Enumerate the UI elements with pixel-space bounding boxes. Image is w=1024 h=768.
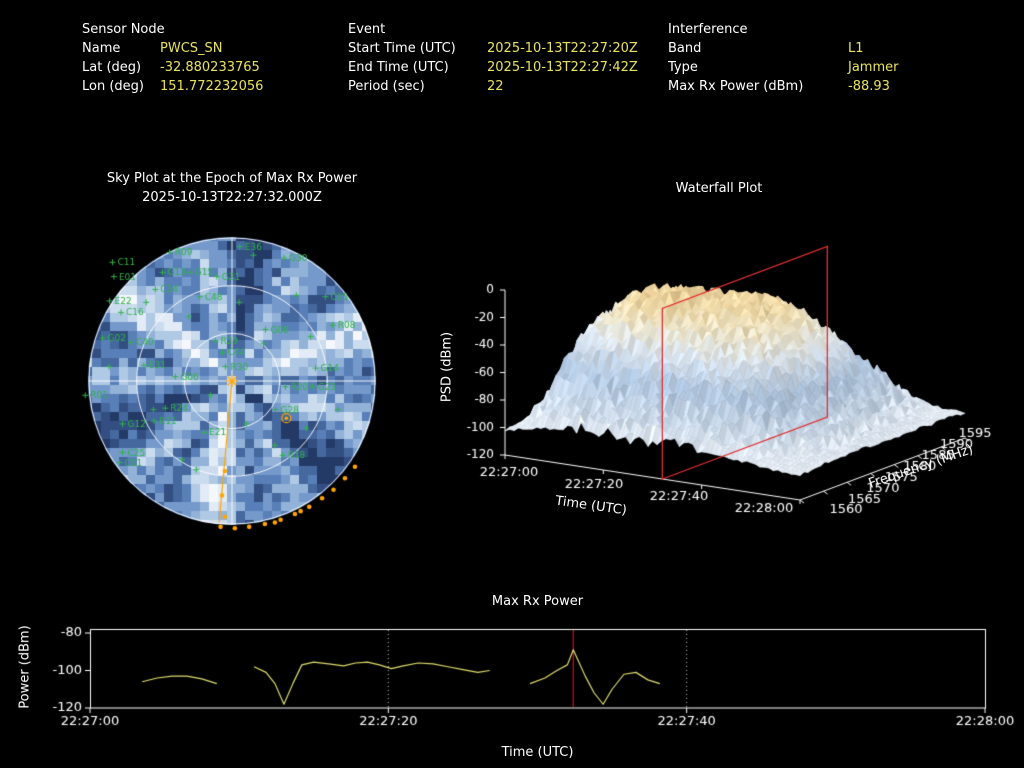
event-panel: Event Start Time (UTC) 2025-10-13T22:27:2…: [348, 20, 638, 96]
interference-type-label: Type: [668, 60, 698, 75]
waterfall-title: Waterfall Plot: [675, 181, 763, 196]
event-end-value: 2025-10-13T22:27:42Z: [487, 60, 638, 75]
waterfall-psd-axis-label: PSD (dBm): [439, 331, 455, 403]
power-y-axis-label: Power (dBm): [17, 625, 33, 709]
power-chart-title: Max Rx Power: [491, 594, 584, 609]
power-timeseries-canvas: [30, 618, 1024, 768]
event-period-label: Period (sec): [348, 79, 425, 94]
interference-band-value: L1: [848, 41, 864, 56]
sensor-node-title: Sensor Node: [82, 22, 165, 37]
interference-title: Interference: [668, 22, 748, 37]
interference-power-label: Max Rx Power (dBm): [668, 79, 804, 94]
event-title: Event: [348, 22, 386, 37]
sky-plot-title: Sky Plot at the Epoch of Max Rx Power: [106, 171, 358, 186]
event-start-row: Start Time (UTC) 2025-10-13T22:27:20Z: [348, 39, 638, 58]
sensor-lon-value: 151.772232056: [160, 79, 264, 94]
sensor-lat-value: -32.880233765: [160, 60, 260, 75]
sensor-lon-label: Lon (deg): [82, 79, 144, 94]
event-start-label: Start Time (UTC): [348, 41, 456, 56]
interference-band-row: Band L1: [668, 39, 898, 58]
interference-band-label: Band: [668, 41, 702, 56]
waterfall-canvas: [430, 220, 1024, 540]
sensor-name-label: Name: [82, 41, 121, 56]
event-start-value: 2025-10-13T22:27:20Z: [487, 41, 638, 56]
interference-type-row: Type Jammer: [668, 58, 898, 77]
sensor-node-panel: Sensor Node Name PWCS_SN Lat (deg) -32.880…: [82, 20, 263, 96]
event-end-row: End Time (UTC) 2025-10-13T22:27:42Z: [348, 58, 638, 77]
interference-power-row: Max Rx Power (dBm) -88.93: [668, 77, 898, 96]
power-x-axis-label: Time (UTC): [501, 745, 574, 760]
sky-plot-canvas: [60, 225, 400, 537]
sensor-lon-row: Lon (deg) 151.772232056: [82, 77, 263, 96]
interference-panel: Interference Band L1 Type Jammer Max Rx Po…: [668, 20, 898, 96]
interference-power-value: -88.93: [848, 79, 890, 94]
sensor-name-value: PWCS_SN: [160, 41, 223, 56]
sensor-lat-label: Lat (deg): [82, 60, 142, 75]
sensor-lat-row: Lat (deg) -32.880233765: [82, 58, 263, 77]
sky-plot-subtitle: 2025-10-13T22:27:32.000Z: [142, 190, 322, 205]
sensor-name-row: Name PWCS_SN: [82, 39, 263, 58]
event-end-label: End Time (UTC): [348, 60, 449, 75]
event-period-value: 22: [487, 79, 504, 94]
event-period-row: Period (sec) 22: [348, 77, 638, 96]
interference-type-value: Jammer: [848, 60, 899, 75]
